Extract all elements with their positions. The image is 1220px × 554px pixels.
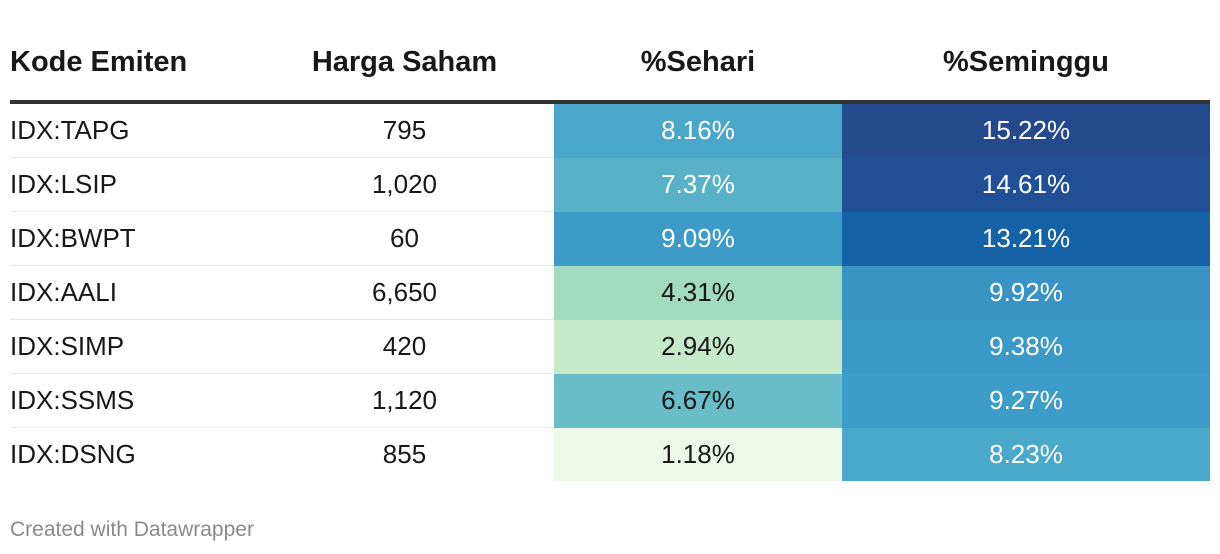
footer-credit: Created with Datawrapper bbox=[10, 518, 254, 541]
cell-kode-emiten: IDX:LSIP bbox=[10, 157, 255, 212]
cell-sehari: 9.09% bbox=[554, 211, 842, 266]
cell-harga-saham: 6,650 bbox=[255, 265, 554, 320]
cell-sehari: 4.31% bbox=[554, 265, 842, 320]
cell-harga-saham: 795 bbox=[255, 102, 554, 158]
cell-seminggu: 9.92% bbox=[842, 265, 1210, 320]
stock-table: Kode Emiten Harga Saham %Sehari %Semingg… bbox=[10, 28, 1210, 481]
table-body: IDX:TAPG 795 8.16% 15.22% IDX:LSIP 1,020 7.37%… bbox=[10, 102, 1210, 481]
stock-table-container: Kode Emiten Harga Saham %Sehari %Semingg… bbox=[10, 28, 1210, 481]
table-header-row: Kode Emiten Harga Saham %Sehari %Semingg… bbox=[10, 28, 1210, 104]
cell-harga-saham: 420 bbox=[255, 319, 554, 374]
cell-kode-emiten: IDX:SIMP bbox=[10, 319, 255, 374]
cell-kode-emiten: IDX:SSMS bbox=[10, 373, 255, 428]
cell-seminggu: 15.22% bbox=[842, 102, 1210, 158]
cell-kode-emiten: IDX:BWPT bbox=[10, 211, 255, 266]
table-row: IDX:DSNG 855 1.18% 8.23% bbox=[10, 427, 1210, 481]
cell-seminggu: 14.61% bbox=[842, 157, 1210, 212]
header-seminggu: %Seminggu bbox=[842, 28, 1210, 104]
table-row: IDX:TAPG 795 8.16% 15.22% bbox=[10, 102, 1210, 158]
cell-sehari: 7.37% bbox=[554, 157, 842, 212]
header-sehari: %Sehari bbox=[554, 28, 842, 104]
cell-kode-emiten: IDX:TAPG bbox=[10, 102, 255, 158]
cell-harga-saham: 60 bbox=[255, 211, 554, 266]
cell-kode-emiten: IDX:DSNG bbox=[10, 439, 136, 469]
cell-harga-saham: 855 bbox=[382, 439, 427, 469]
cell-seminggu: 9.27% bbox=[842, 373, 1210, 428]
cell-sehari: 1.18% bbox=[554, 427, 842, 481]
cell-seminggu: 8.23% bbox=[842, 427, 1210, 481]
cell-seminggu: 13.21% bbox=[842, 211, 1210, 266]
cell-sehari: 6.67% bbox=[554, 373, 842, 428]
cell-kode-emiten: IDX:AALI bbox=[10, 265, 255, 320]
cell-harga-saham: 1,020 bbox=[255, 157, 554, 212]
header-kode-emiten: Kode Emiten bbox=[10, 28, 255, 104]
table-row: IDX:AALI 6,650 4.31% 9.92% bbox=[10, 265, 1210, 320]
table-row: IDX:BWPT 60 9.09% 13.21% bbox=[10, 211, 1210, 266]
table-row: IDX:LSIP 1,020 7.37% 14.61% bbox=[10, 157, 1210, 212]
cell-harga-saham: 1,120 bbox=[255, 373, 554, 428]
cell-sehari: 8.16% bbox=[554, 102, 842, 158]
cell-seminggu: 9.38% bbox=[842, 319, 1210, 374]
table-row: IDX:SIMP 420 2.94% 9.38% bbox=[10, 319, 1210, 374]
header-harga-saham: Harga Saham bbox=[255, 28, 554, 104]
cell-sehari: 2.94% bbox=[554, 319, 842, 374]
table-row: IDX:SSMS 1,120 6.67% 9.27% bbox=[10, 373, 1210, 428]
